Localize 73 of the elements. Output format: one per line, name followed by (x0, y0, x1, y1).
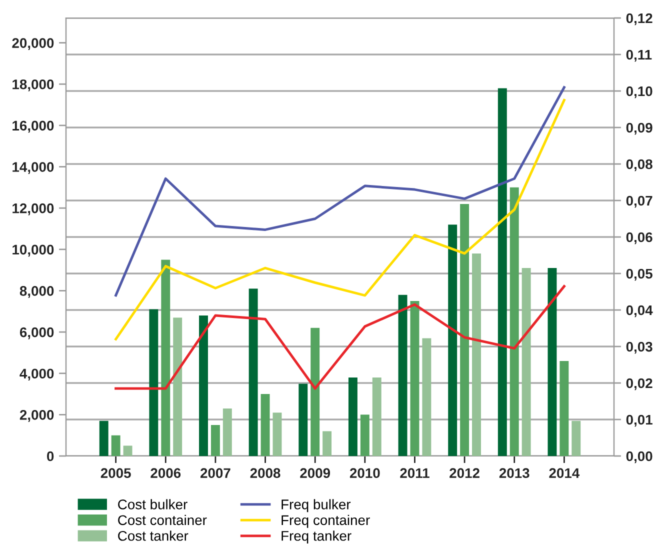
bar (472, 254, 481, 456)
bar (498, 88, 507, 456)
bar (510, 187, 519, 456)
bar (448, 224, 458, 456)
y2-tick-label: 0,08 (626, 159, 652, 172)
bar (298, 384, 308, 456)
y-tick-label: 20,000 (12, 38, 54, 50)
bar (410, 301, 420, 456)
y2-tick-label: 0,09 (626, 122, 652, 135)
y2-tick-label: 0,04 (626, 305, 653, 318)
bar (248, 288, 258, 456)
x-tick-label: 2013 (499, 468, 530, 478)
y-tick-label: 4,000 (20, 368, 54, 381)
x-tick-label: 2010 (350, 468, 380, 478)
bar (173, 318, 182, 456)
bar (310, 328, 320, 456)
bar (322, 431, 332, 456)
y2-tick-label: 0,03 (626, 342, 652, 354)
line-series (114, 98, 566, 340)
bar (111, 435, 120, 456)
line-series (114, 285, 566, 390)
y2-tick-label: 0,10 (626, 86, 652, 98)
x-tick-label: 2009 (300, 468, 330, 478)
y2-tick-label: 0,06 (626, 232, 652, 244)
bar (360, 414, 370, 456)
y2-tick-label: 0,07 (626, 196, 652, 208)
legend-label: Cost bulker (118, 499, 188, 510)
x-tick-label: 2007 (200, 468, 230, 478)
bar (348, 377, 358, 456)
y2-tick-label: 0,00 (626, 451, 652, 464)
y-tick-label: 0 (47, 451, 54, 462)
bar (460, 204, 470, 456)
y-tick-label: 2,000 (20, 410, 54, 422)
y-tick-label: 16,000 (12, 120, 54, 133)
y-tick-label: 8,000 (20, 286, 54, 298)
y2-tick-label: 0,02 (626, 378, 652, 390)
line-series (114, 86, 566, 297)
legend-label: Freq container (282, 514, 370, 528)
x-tick-label: 2014 (549, 468, 580, 478)
y-tick-label: 18,000 (12, 79, 54, 92)
bar (123, 446, 132, 456)
bar (99, 420, 108, 456)
y2-tick-label: 0,11 (626, 50, 652, 62)
y2-tick-label: 0,01 (626, 414, 652, 427)
bar (372, 377, 382, 456)
bar (560, 360, 569, 456)
bar (272, 412, 282, 456)
legend-label: Freq bulker (282, 499, 351, 512)
bar (398, 294, 408, 456)
bar (548, 268, 557, 456)
bar (572, 420, 581, 456)
x-tick-label: 2012 (450, 468, 480, 478)
y-tick-label: 6,000 (20, 327, 54, 340)
y2-tick-label: 0,12 (626, 13, 652, 26)
bar (260, 394, 270, 456)
bar (199, 316, 208, 456)
legend-label: Freq tanker (282, 530, 352, 544)
x-tick-label: 2008 (250, 468, 280, 478)
bar (222, 408, 232, 456)
bar (422, 338, 432, 456)
bar (210, 425, 220, 456)
x-tick-label: 2006 (150, 468, 181, 478)
legend-label: Cost tanker (118, 530, 188, 541)
x-tick-label: 2011 (400, 468, 430, 478)
bar (161, 260, 170, 456)
legend-label: Cost container (118, 514, 207, 526)
y-tick-label: 10,000 (12, 244, 54, 257)
bar (522, 268, 531, 456)
x-tick-label: 2005 (100, 468, 131, 478)
bar (149, 309, 158, 456)
y-tick-label: 12,000 (12, 203, 54, 216)
y-tick-label: 14,000 (12, 162, 54, 174)
y2-tick-label: 0,05 (626, 268, 652, 281)
